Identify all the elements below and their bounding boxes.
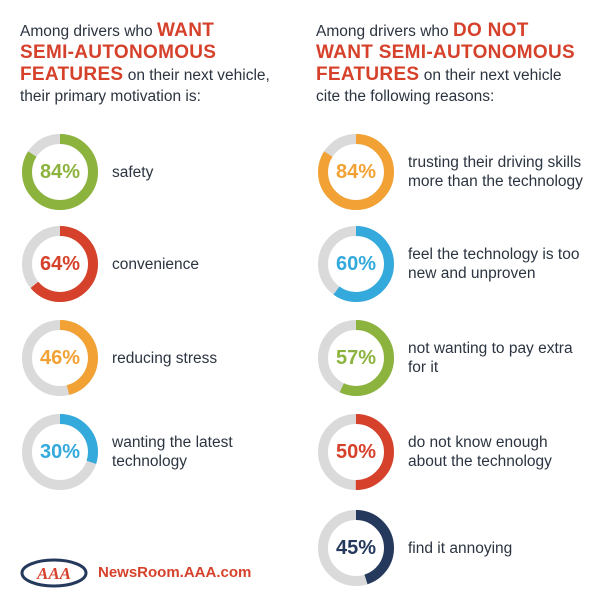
donut-value-label: 57%	[335, 346, 377, 369]
left-heading-emphasis: SEMI-AUTONOMOUS	[20, 42, 217, 63]
donut-value-label: 30%	[39, 440, 81, 463]
donut-value-label: 64%	[39, 252, 81, 275]
donut-value-label: 60%	[335, 252, 377, 275]
donut-svg	[22, 320, 98, 396]
donut-svg	[318, 510, 394, 586]
donut-category-label: wanting the latest technology	[112, 434, 233, 470]
donut-category-label: trusting their driving skills more than …	[408, 154, 583, 190]
donut-category-label: convenience	[112, 255, 200, 273]
donut-svg	[22, 414, 98, 490]
right-heading: Among drivers who DO NOT WANT SEMI-AUTONO…	[316, 20, 596, 107]
donut-value-label: 84%	[335, 160, 377, 183]
right-heading-emphasis: WANT SEMI-AUTONOMOUS	[316, 42, 575, 63]
donut-category-label: not wanting to pay extra for it	[408, 340, 573, 376]
donut-row: 84% trusting their driving skills more th…	[316, 132, 596, 212]
donut-row: 57% not wanting to pay extra for it	[316, 318, 596, 398]
donut-chart: 60%	[316, 224, 396, 304]
donut-value-label: 50%	[335, 440, 377, 463]
donut-svg	[22, 226, 98, 302]
right-heading-text: on their next vehicle	[419, 67, 562, 84]
right-heading-emphasis: DO NOT	[452, 20, 529, 41]
donut-arc	[22, 134, 98, 210]
donut-row: 64% convenience	[20, 224, 300, 304]
donut-arc	[318, 510, 394, 586]
donut-chart: 45%	[316, 508, 396, 588]
newsroom-link[interactable]: NewsRoom.AAA.com	[98, 564, 252, 581]
donut-svg	[318, 414, 394, 490]
donut-value-label: 84%	[39, 160, 81, 183]
donut-value-label: 46%	[39, 346, 81, 369]
right-heading-text: Among drivers who	[316, 23, 453, 40]
donut-chart: 50%	[316, 412, 396, 492]
donut-category-label: find it annoying	[408, 539, 513, 557]
aaa-logo: AAA	[20, 558, 88, 588]
left-heading-text: their primary motivation is:	[20, 88, 201, 105]
logo-lettering: AAA	[36, 564, 71, 583]
donut-category-label: reducing stress	[112, 349, 218, 367]
donut-value-label: 45%	[335, 536, 377, 559]
left-heading-text: Among drivers who	[20, 23, 157, 40]
donut-category-label: safety	[112, 163, 154, 181]
donut-svg	[318, 320, 394, 396]
donut-arc	[318, 226, 394, 302]
donut-arc	[318, 134, 394, 210]
right-heading-text: cite the following reasons:	[316, 88, 495, 105]
left-heading-emphasis: WANT	[156, 20, 215, 41]
donut-chart: 64%	[20, 224, 100, 304]
donut-chart: 84%	[316, 132, 396, 212]
donut-row: 84% safety	[20, 132, 300, 212]
donut-row: 30% wanting the latest technology	[20, 412, 300, 492]
donut-chart: 84%	[20, 132, 100, 212]
right-heading-emphasis: FEATURES	[316, 64, 420, 85]
donut-svg	[318, 226, 394, 302]
donut-chart: 30%	[20, 412, 100, 492]
left-heading-emphasis: FEATURES	[20, 64, 124, 85]
donut-arc	[22, 320, 98, 396]
donut-arc	[22, 414, 98, 490]
donut-row: 45% find it annoying	[316, 508, 596, 588]
donut-svg	[318, 134, 394, 210]
donut-row: 50% do not know enough about the technolo…	[316, 412, 596, 492]
donut-arc	[318, 320, 394, 396]
footer: AAA NewsRoom.AAA.com	[20, 556, 340, 596]
donut-row: 60% feel the technology is too new and un…	[316, 224, 596, 304]
donut-chart: 57%	[316, 318, 396, 398]
donut-row: 46% reducing stress	[20, 318, 300, 398]
donut-svg	[22, 134, 98, 210]
donut-category-label: do not know enough about the technology	[408, 434, 552, 470]
donut-arc	[22, 226, 98, 302]
left-heading-text: on their next vehicle,	[123, 67, 270, 84]
donut-chart: 46%	[20, 318, 100, 398]
left-heading: Among drivers who WANT SEMI-AUTONOMOUS FEA…	[20, 20, 300, 107]
donut-arc	[318, 414, 394, 490]
donut-category-label: feel the technology is too new and unpro…	[408, 246, 580, 282]
